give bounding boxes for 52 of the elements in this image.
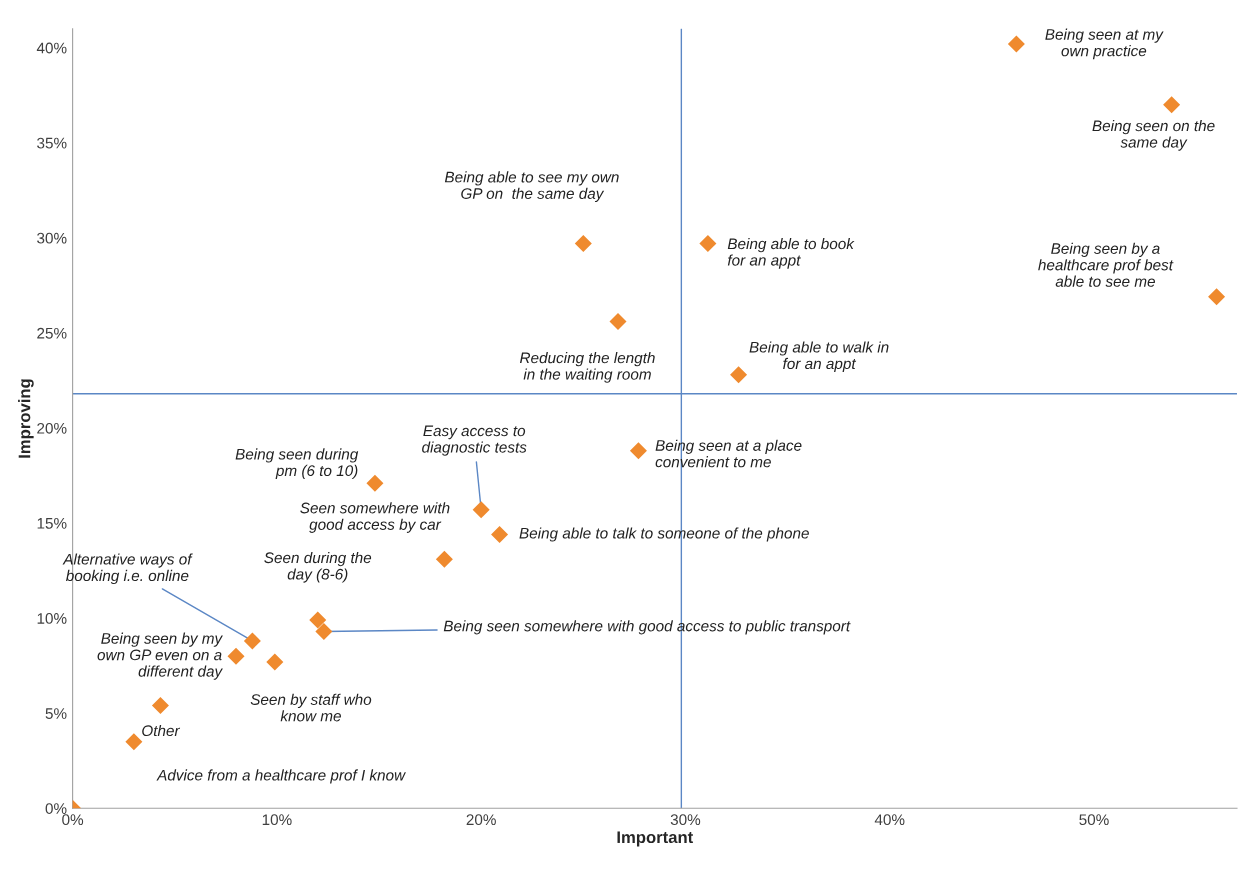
- annotation: Being seen by my own GP even on a different day: [97, 632, 223, 680]
- point: [699, 235, 717, 253]
- y-tick-label: 35%: [37, 137, 67, 149]
- point: [730, 366, 748, 384]
- y-axis-title: Improving: [18, 379, 34, 458]
- x-tick-label: 40%: [874, 814, 905, 826]
- point: [574, 235, 592, 253]
- point: [609, 313, 627, 331]
- annotation: Being seen on the same day: [1092, 120, 1215, 151]
- point: [1208, 288, 1226, 306]
- point: [1163, 96, 1181, 114]
- point: [629, 442, 647, 460]
- x-tick-label: 30%: [670, 814, 701, 826]
- y-tick-label: 5%: [45, 708, 67, 719]
- y-tick-label: 10%: [37, 613, 67, 624]
- point: [1007, 35, 1025, 53]
- y-tick-label: 15%: [37, 518, 67, 529]
- x-tick-label: 20%: [466, 814, 496, 826]
- annotation: Advice from a healthcare prof I know: [156, 769, 406, 784]
- point: [491, 525, 509, 543]
- y-tick-label: 0%: [45, 803, 67, 814]
- annotation: Being seen by a healthcare prof best able to see me: [1038, 242, 1174, 287]
- x-tick-label: 0%: [62, 814, 84, 826]
- annotation: Seen during the day (8-6): [264, 551, 372, 583]
- x-tick-label: 50%: [1079, 814, 1109, 826]
- annotation: Alternative ways of booking i.e. online: [62, 553, 193, 585]
- annotation: Seen by staff who know me: [250, 693, 372, 722]
- annotation: Seen somewhere with good access by car: [300, 502, 450, 533]
- point: [243, 632, 261, 650]
- annotation: Being seen at my own practice: [1045, 28, 1164, 60]
- annotation: Other: [142, 724, 181, 737]
- point: [315, 622, 333, 640]
- point: [266, 653, 284, 671]
- annotation: Easy access to diagnostic tests: [422, 425, 527, 456]
- point: [435, 550, 453, 568]
- annotation: Being able to see my own GP on the same day: [444, 171, 619, 202]
- annotation: Being seen during pm (6 to 10): [235, 448, 359, 480]
- point: [227, 647, 245, 665]
- y-tick-label: 40%: [36, 42, 67, 54]
- point: [125, 733, 143, 751]
- point: [309, 611, 327, 629]
- y-tick-label: 30%: [37, 232, 67, 244]
- annotation: Being able to walk in for an appt: [749, 341, 889, 373]
- x-tick-label: 10%: [262, 814, 292, 826]
- y-tick-label: 20%: [37, 422, 67, 434]
- annotation: Reducing the length in the waiting room: [519, 352, 655, 383]
- point: [472, 501, 490, 519]
- point: [151, 697, 169, 715]
- x-axis-title: Important: [617, 831, 694, 847]
- annotation: Being able to book for an appt: [727, 237, 855, 269]
- y-tick-label: 25%: [37, 327, 67, 339]
- point: [366, 474, 384, 492]
